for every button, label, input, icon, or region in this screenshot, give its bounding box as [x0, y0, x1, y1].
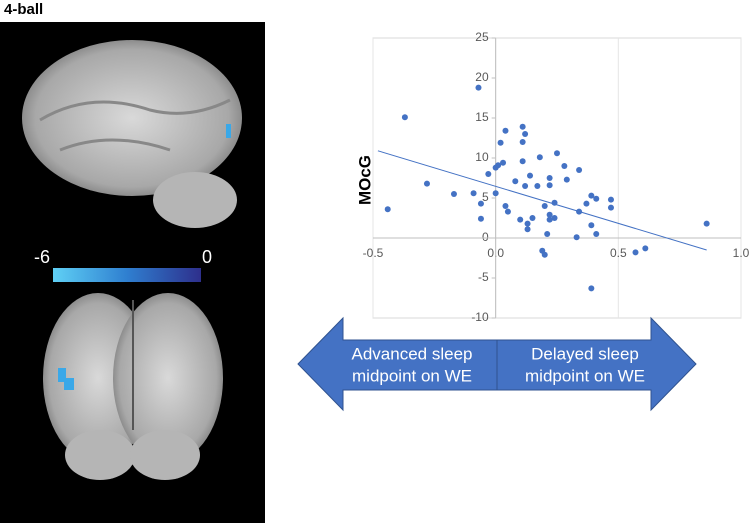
arrow-left-label: Advanced sleep: [352, 344, 473, 363]
data-point: [561, 163, 568, 169]
data-point: [607, 204, 614, 211]
colorbar-min: -6: [34, 247, 50, 267]
data-point: [524, 220, 531, 227]
data-point: [384, 206, 391, 213]
data-point: [512, 178, 519, 185]
data-point: [504, 208, 511, 215]
data-point: [588, 222, 595, 229]
data-point: [450, 191, 457, 197]
data-point: [541, 203, 548, 209]
x-tick-label: 0.5: [610, 246, 627, 260]
x-tick-label: -0.5: [363, 246, 384, 260]
plot-frame: [372, 37, 742, 319]
data-point: [519, 139, 526, 145]
y-axis-label: MOcG: [355, 155, 374, 205]
data-point: [495, 162, 502, 169]
colorbar-max: 0: [202, 247, 212, 267]
data-point: [588, 192, 595, 199]
data-point: [551, 199, 558, 206]
y-tick-label: 5: [482, 190, 489, 204]
data-point: [519, 158, 526, 165]
data-point: [583, 200, 590, 207]
data-point: [703, 220, 710, 227]
data-point: [401, 114, 408, 121]
data-point: [534, 183, 541, 189]
data-point: [607, 196, 614, 203]
data-point: [576, 167, 583, 173]
data-point: [551, 215, 558, 221]
data-point: [477, 215, 484, 222]
data-point: [576, 208, 583, 215]
data-point: [546, 216, 553, 223]
arrow-right-label: Delayed sleep: [531, 344, 639, 363]
coronal-brain: [43, 293, 223, 480]
data-point: [554, 150, 560, 157]
data-point: [470, 190, 477, 197]
x-tick-label: 1.0: [733, 246, 750, 260]
data-point: [485, 171, 492, 177]
data-point: [632, 249, 639, 256]
y-tick-label: -5: [478, 270, 489, 284]
data-point: [546, 182, 553, 189]
data-point: [522, 131, 529, 137]
y-tick-label: 20: [475, 70, 489, 84]
y-tick-label: 15: [475, 110, 489, 124]
data-point: [527, 172, 534, 179]
data-point: [642, 245, 649, 252]
data-point: [475, 84, 482, 91]
arrow-right-label: midpoint on WE: [525, 366, 645, 385]
data-point: [477, 200, 484, 207]
trendline: [377, 150, 707, 251]
data-point: [502, 203, 509, 209]
y-tick-label: -10: [471, 310, 489, 324]
data-point: [502, 127, 509, 134]
data-point: [546, 211, 553, 218]
data-point: [500, 159, 507, 166]
y-tick-label: 0: [482, 230, 489, 244]
data-point: [536, 154, 543, 161]
data-point: [573, 234, 580, 241]
data-point: [423, 180, 430, 187]
data-point: [529, 215, 536, 221]
data-point: [593, 231, 600, 237]
data-point: [544, 231, 551, 237]
y-tick-label: 10: [475, 150, 489, 164]
data-point: [593, 195, 600, 202]
data-point: [522, 183, 529, 189]
data-point: [546, 175, 553, 181]
data-point: [524, 226, 531, 233]
data-point: [492, 190, 499, 197]
data-point: [563, 176, 570, 183]
colorbar: [53, 268, 201, 282]
arrow-left-label: midpoint on WE: [352, 366, 472, 385]
figure-title: 4-ball: [4, 1, 43, 18]
y-tick-label: 25: [475, 30, 489, 44]
data-point: [588, 285, 595, 292]
data-point: [497, 139, 504, 146]
data-point: [519, 123, 526, 130]
data-point: [517, 216, 524, 223]
data-point: [541, 251, 548, 258]
sagittal-brain: [22, 40, 242, 228]
